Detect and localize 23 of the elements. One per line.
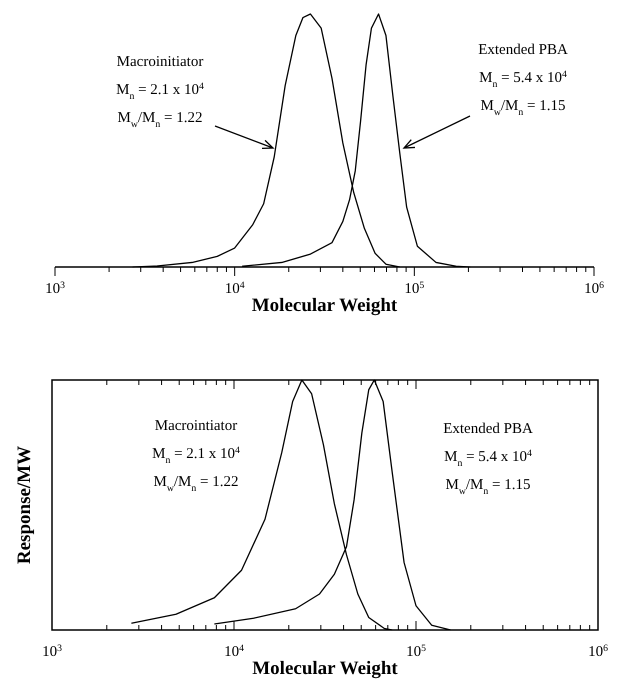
annotation: M$_{n}$ = 5.4 x 10$^{4}$	[479, 68, 568, 90]
annotation: M$_{w}$/M$_{n}$ = 1.22	[118, 110, 202, 130]
annotation: M$_{w}$/M$_{n}$ = 1.15	[480, 98, 566, 118]
x-tick-label: 10$^{5}$	[406, 642, 426, 660]
x-tick-label: 10$^{6}$	[588, 642, 608, 660]
y-axis-title: Response/MW	[14, 446, 35, 564]
x-tick-label: 10$^{4}$	[224, 280, 245, 297]
annotation: Macrointiator	[154, 418, 238, 434]
x-axis-title: Molecular Weight	[252, 658, 398, 679]
x-tick-label: 10$^{3}$	[42, 642, 62, 660]
annotation: M$_{n}$ = 2.1 x 10$^{4}$	[116, 80, 204, 102]
annotation: Extended PBA	[478, 42, 568, 58]
annotation: M$_{n}$ = 2.1 x 10$^{4}$	[152, 444, 240, 466]
x-tick-label: 10$^{5}$	[404, 280, 424, 297]
annotation: Macroinitiator	[116, 54, 204, 70]
annotation: Extended PBA	[443, 421, 533, 437]
x-tick-label: 10$^{3}$	[45, 280, 66, 297]
x-tick-label: 10$^{4}$	[224, 642, 244, 660]
x-axis-title: Molecular Weight	[252, 295, 398, 316]
annotation: M$_{w}$/M$_{n}$ = 1.22	[154, 474, 238, 494]
annotation: M$_{n}$ = 5.4 x 10$^{4}$	[444, 448, 532, 468]
x-tick-label: 10$^{6}$	[584, 280, 604, 297]
annotation: M$_{w}$/M$_{n}$ = 1.15	[446, 477, 530, 496]
